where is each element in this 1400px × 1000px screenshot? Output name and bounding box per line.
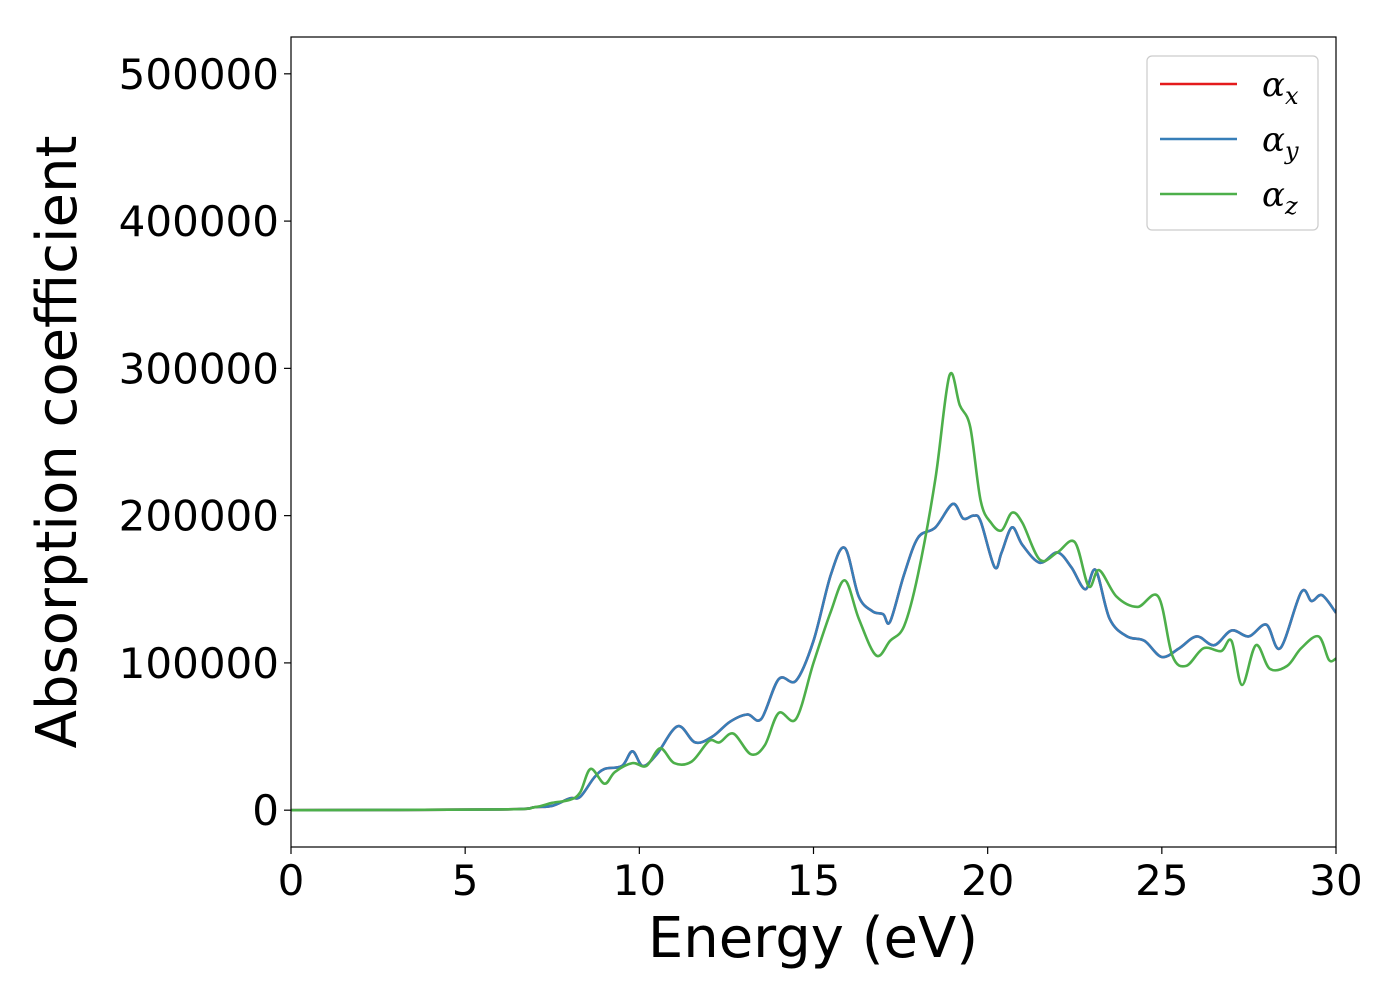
series-line-y <box>291 502 1336 812</box>
x-tick-label: 5 <box>452 856 479 905</box>
x-tick-label: 20 <box>961 856 1014 905</box>
legend-label-base: α <box>1262 120 1285 160</box>
y-tick-label: 400000 <box>119 197 279 246</box>
legend-label-z: αz <box>1262 175 1298 220</box>
x-tick-label: 10 <box>613 856 666 905</box>
x-tick-label: 25 <box>1135 856 1188 905</box>
x-tick-label: 0 <box>278 856 305 905</box>
series-line-z <box>291 371 1336 812</box>
y-tick-label: 300000 <box>119 344 279 393</box>
legend-label-x: αx <box>1262 65 1299 110</box>
y-tick-label: 500000 <box>119 50 279 99</box>
series-layer <box>291 371 1336 812</box>
x-axis: 0 5 10 15 20 25 30 <box>278 847 1363 905</box>
x-tick-label: 15 <box>787 856 840 905</box>
y-axis: 0 100000 200000 300000 400000 500000 <box>119 50 291 835</box>
x-axis-title: Energy (eV) <box>648 906 978 971</box>
legend-label-base: α <box>1262 175 1285 215</box>
y-axis-title: Absorption coefficient <box>25 136 90 749</box>
legend-label-y: αy <box>1262 120 1299 165</box>
y-tick-label: 100000 <box>119 639 279 688</box>
legend-label-subscript: y <box>1284 137 1299 165</box>
legend-box <box>1146 55 1319 231</box>
legend-label-subscript: z <box>1284 192 1298 220</box>
y-tick-label: 0 <box>252 786 279 835</box>
legend-label-base: α <box>1262 65 1285 105</box>
x-tick-label: 30 <box>1309 856 1362 905</box>
y-tick-label: 200000 <box>119 492 279 541</box>
legend-label-subscript: x <box>1285 82 1299 110</box>
